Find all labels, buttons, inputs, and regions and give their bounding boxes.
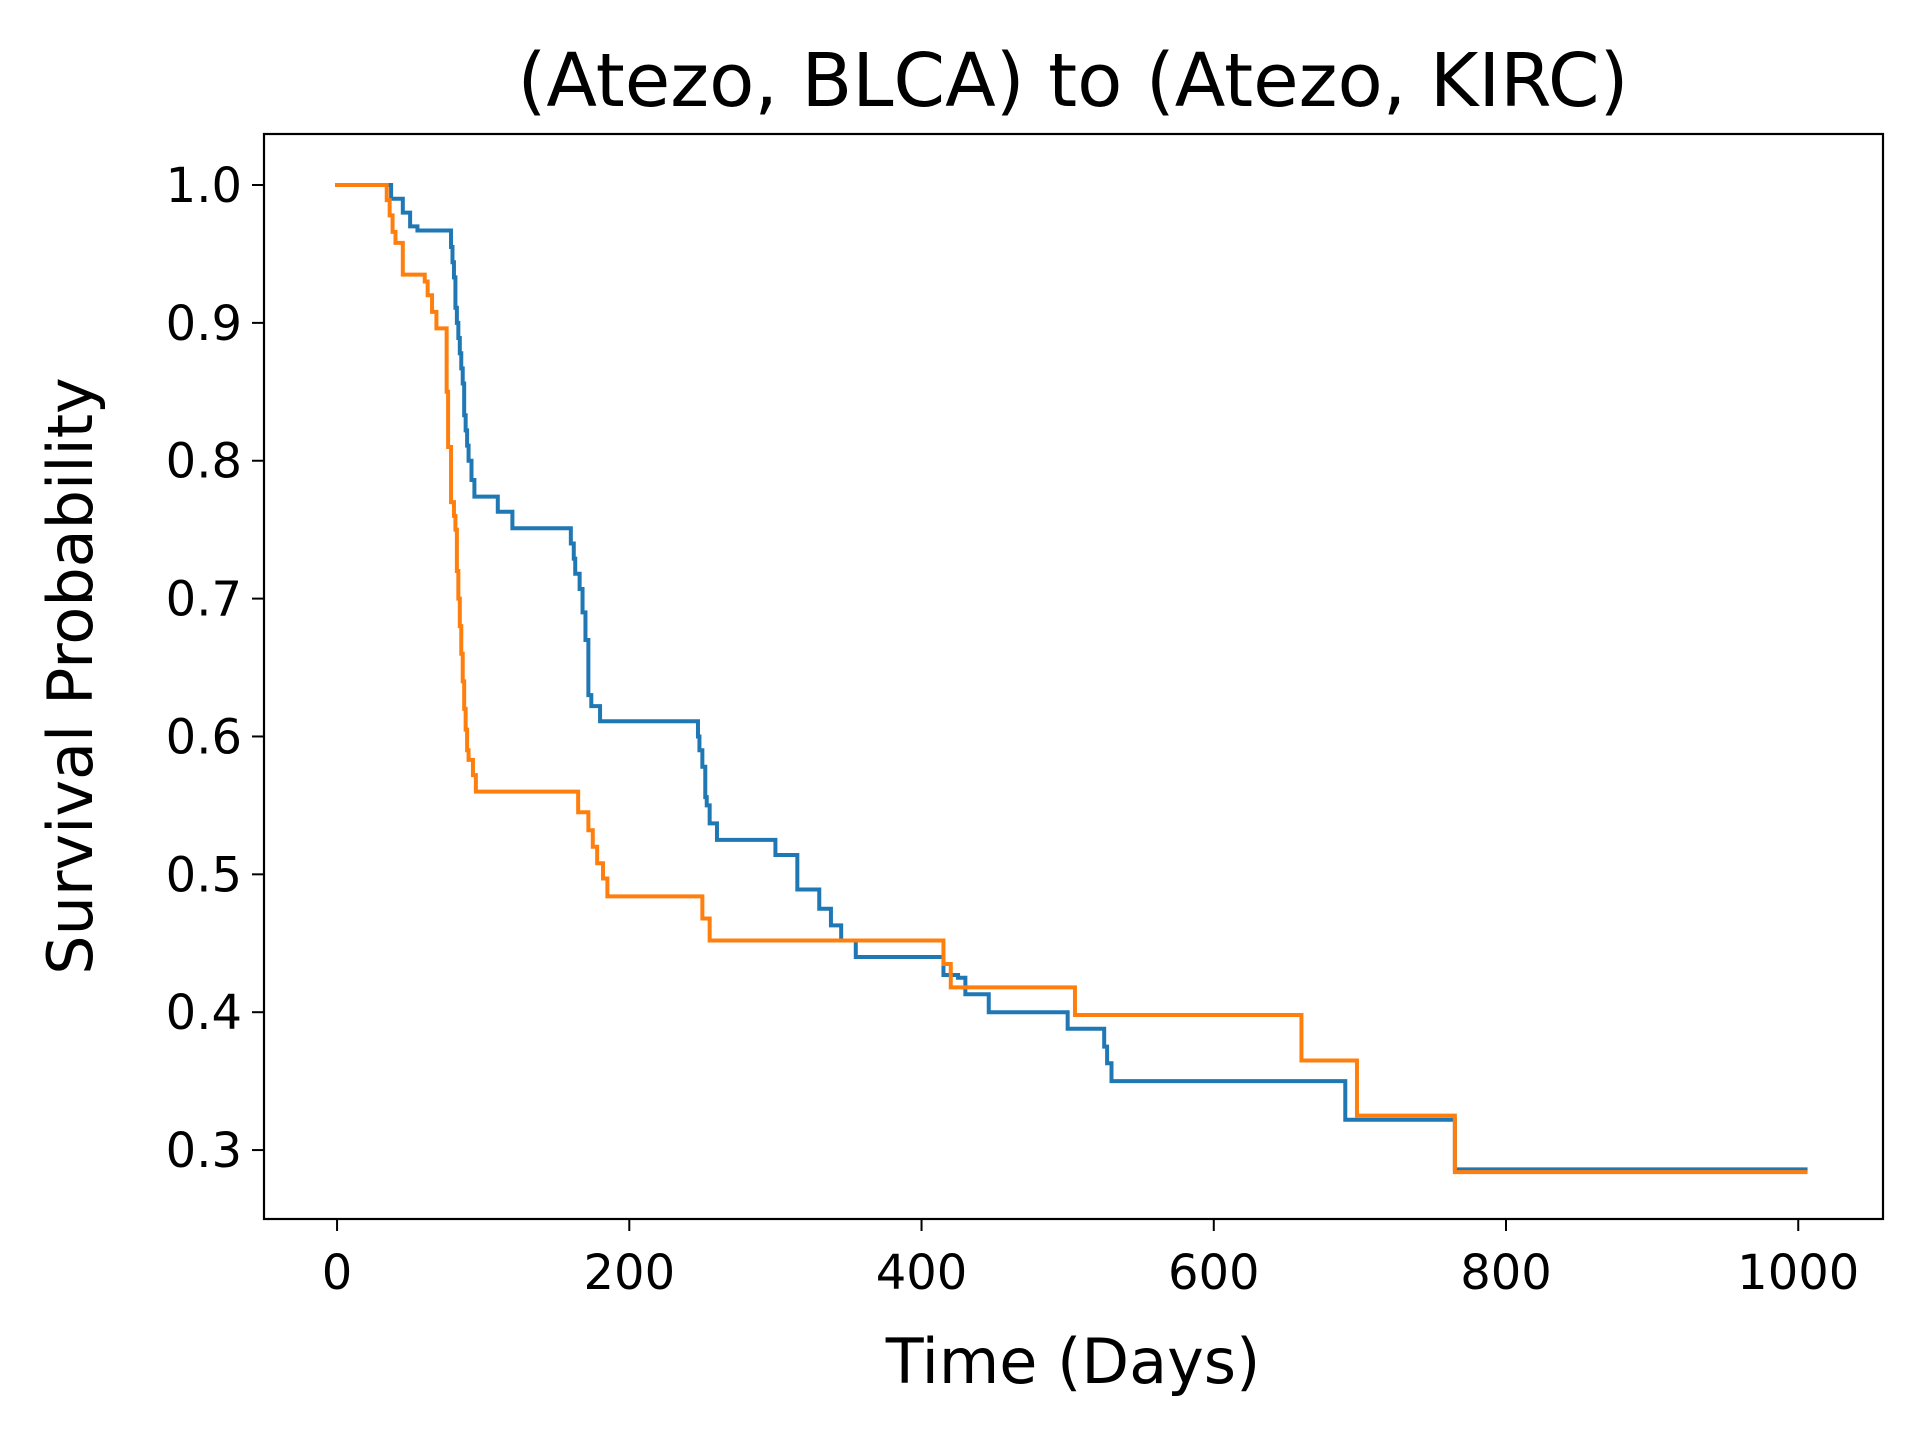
x-tick-label: 1000	[1737, 1245, 1859, 1301]
y-axis-label: Survival Probability	[34, 377, 107, 974]
y-tick-label: 0.9	[166, 296, 242, 352]
x-axis-label: Time (Days)	[885, 1325, 1261, 1398]
x-tick-label: 400	[876, 1245, 968, 1301]
y-tick-label: 0.7	[166, 572, 242, 628]
series-line-2	[335, 183, 1808, 1175]
y-tick-label: 0.4	[166, 985, 242, 1041]
series-line-1	[335, 183, 1808, 1172]
y-tick-label: 0.5	[166, 847, 242, 903]
plot-frame	[262, 132, 1885, 1221]
y-tick-label: 0.8	[166, 434, 242, 490]
series-layer	[335, 183, 1808, 1175]
y-axis: 0.3 0.4 0.5 0.6 0.7 0.8 0.9 1.0	[166, 158, 264, 1179]
chart-title: (Atezo, BLCA) to (Atezo, KIRC)	[518, 38, 1629, 124]
x-axis: 0 200 400 600 800 1000	[322, 1219, 1859, 1301]
x-tick-label: 200	[583, 1245, 675, 1301]
y-tick-label: 0.3	[166, 1123, 242, 1179]
y-tick-label: 0.6	[166, 709, 242, 765]
x-tick-label: 800	[1460, 1245, 1552, 1301]
y-tick-label: 1.0	[166, 158, 242, 214]
x-tick-label: 0	[322, 1245, 353, 1301]
x-tick-label: 600	[1168, 1245, 1260, 1301]
